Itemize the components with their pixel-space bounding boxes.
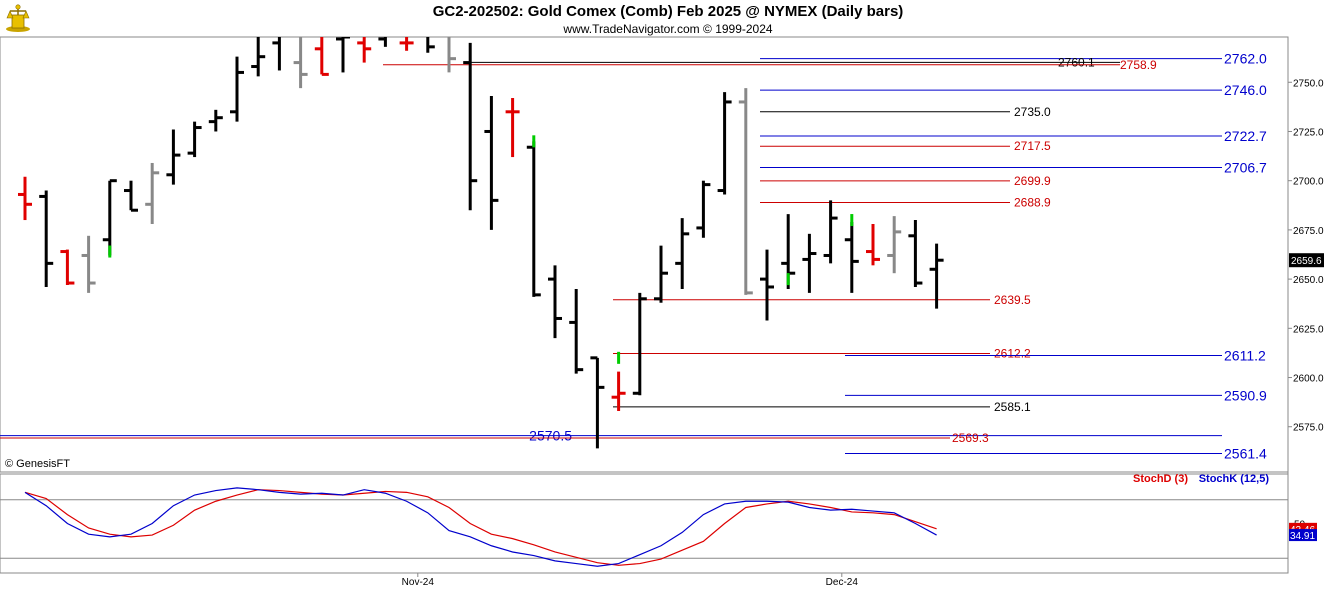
level-label: 2590.9 [1224, 387, 1267, 403]
stochk-value-tag [1289, 529, 1317, 542]
x-axis: Nov-24 Dec-24 [402, 573, 859, 588]
copyright-label: © GenesisFT [5, 458, 70, 470]
chart-subtitle: www.TradeNavigator.com © 1999-2024 [563, 22, 773, 36]
x-tick-label: Dec-24 [826, 577, 859, 588]
stochk-value-label: 34.91 [1290, 531, 1315, 542]
level-label: 2758.9 [1120, 58, 1157, 72]
price-axis: 2750.0 2725.0 2700.0 2675.0 2650.0 2625.0 2600… [1288, 78, 1324, 434]
price-tick-label: 2750.0 [1293, 78, 1324, 89]
stochastic-panel: 5042.4634.91 [0, 487, 1317, 567]
chart-title: GC2-202502: Gold Comex (Comb) Feb 2025 @… [432, 3, 904, 20]
level-label: 2746.0 [1224, 82, 1267, 98]
last-price-tag [1289, 253, 1324, 268]
trade-navigator-logo-icon [6, 4, 30, 32]
level-label: 2760.1 [1058, 55, 1095, 69]
price-tick-label: 2650.0 [1293, 275, 1324, 286]
price-tick-label: 2675.0 [1293, 226, 1324, 237]
price-tick-label: 2575.0 [1293, 423, 1324, 434]
level-label: 2699.9 [1014, 174, 1051, 188]
level-label: 2722.7 [1224, 128, 1267, 144]
level-label: 2717.5 [1014, 139, 1051, 153]
level-label: 2611.2 [1224, 347, 1266, 363]
level-label: 2688.9 [1014, 196, 1051, 210]
last-price-label: 2659.6 [1291, 256, 1322, 267]
price-tick-label: 2625.0 [1293, 324, 1324, 335]
level-lines: 2762.0 2760.1 2758.9 2746.0 2735.0 2722.7 2717… [0, 51, 1267, 461]
level-label: 2735.0 [1014, 105, 1051, 119]
x-tick-label: Nov-24 [402, 577, 435, 588]
stochk-line [24, 487, 937, 567]
level-label: 2570.5 [529, 428, 572, 444]
level-label: 2706.7 [1224, 160, 1267, 176]
level-label: 2762.0 [1224, 51, 1267, 67]
price-tick-label: 2725.0 [1293, 127, 1324, 138]
price-tick-label: 2600.0 [1293, 374, 1324, 385]
price-tick-label: 2700.0 [1293, 177, 1324, 188]
level-label: 2639.5 [994, 293, 1031, 307]
level-label: 2585.1 [994, 400, 1031, 414]
title-bar: GC2-202502: Gold Comex (Comb) Feb 2025 @… [0, 0, 1336, 37]
level-label: 2561.4 [1224, 445, 1267, 461]
stochd-legend: StochD (3) [1133, 473, 1188, 485]
stochk-legend: StochK (12,5) [1199, 473, 1270, 485]
level-label: 2612.2 [994, 347, 1031, 361]
price-bars [18, 37, 944, 449]
level-label: 2569.3 [952, 431, 989, 445]
